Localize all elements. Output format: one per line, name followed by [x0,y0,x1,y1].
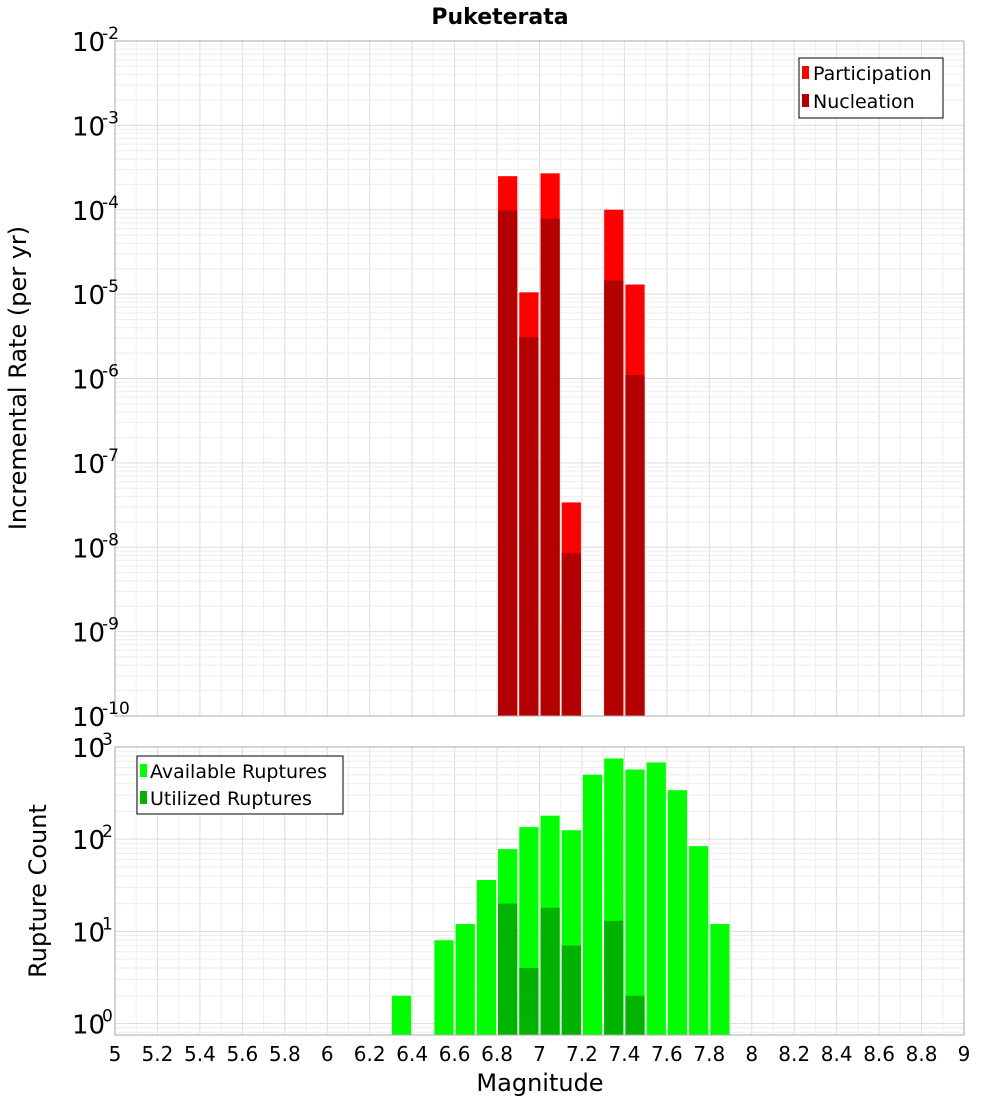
y-tick-label: 10 [72,826,105,856]
x-tick-label: 6.8 [481,1042,513,1066]
bar-nucleation [540,218,560,716]
bottom-legend-box [136,755,344,815]
y-tick-exponent: -5 [102,277,119,297]
x-tick-label: 8.4 [821,1042,853,1066]
top-y-ticks: 10-210-310-410-510-610-710-810-910-10 [72,24,130,733]
legend-label-participation: Participation [813,63,932,85]
y-tick-exponent: 2 [102,822,113,842]
x-tick-label: 6 [321,1042,334,1066]
x-tick-label: 7.8 [693,1042,725,1066]
bar-nucleation [604,280,624,716]
y-tick-label: 10 [72,366,105,396]
legend-swatch-available [140,764,147,777]
bar-available-ruptures [646,762,666,1035]
y-tick-label: 10 [72,734,105,764]
y-tick-exponent: 0 [102,1006,113,1026]
top-bars [498,173,645,716]
y-tick-exponent: -2 [102,24,119,44]
x-tick-label: 6.2 [354,1042,386,1066]
bar-utilized-ruptures [625,995,645,1035]
bottom-bars [391,758,730,1035]
x-tick-label: 5.4 [184,1042,216,1066]
x-tick-label: 8 [745,1042,758,1066]
bar-available-ruptures [582,774,603,1035]
y-tick-exponent: -8 [102,530,119,550]
y-tick-exponent: -10 [102,699,130,719]
x-axis-label: Magnitude [476,1069,603,1097]
x-tick-label: 8.8 [906,1042,938,1066]
top-y-axis-label: Incremental Rate (per yr) [4,226,32,530]
y-tick-label: 10 [72,703,105,733]
x-tick-label: 9 [958,1042,971,1066]
y-tick-label: 10 [72,197,105,227]
y-tick-exponent: -7 [102,446,119,466]
bottom-frame [114,746,965,1036]
bar-utilized-ruptures [561,945,581,1035]
bar-nucleation [625,375,645,716]
bar-available-ruptures [391,995,412,1035]
top-frame [114,40,965,717]
bar-available-ruptures [434,940,454,1035]
top-grid [114,41,965,717]
x-tick-label: 8.6 [863,1042,895,1066]
legend-swatch-utilized [140,791,147,804]
y-tick-label: 10 [72,1010,105,1040]
y-tick-label: 10 [72,534,105,564]
x-tick-label: 5.8 [269,1042,301,1066]
bar-available-ruptures [689,846,709,1035]
bar-available-ruptures [710,924,730,1035]
bar-nucleation [561,553,581,716]
x-tick-label: 8.2 [778,1042,810,1066]
y-tick-exponent: -6 [102,362,119,382]
bar-utilized-ruptures [604,920,624,1035]
y-tick-exponent: 1 [102,914,113,934]
bar-available-ruptures [625,769,645,1035]
bottom-x-ticks: 5 5.2 5.4 5.6 5.8 6 6.2 6.4 6.6 6.8 7 7.2 7.4 7.6 7.8 8… [109,1042,971,1066]
bar-available-ruptures [455,924,475,1035]
y-tick-exponent: -4 [102,193,119,213]
top-legend: Participation Nucleation [798,57,944,119]
bar-available-ruptures [476,880,497,1035]
bar-utilized-ruptures [540,907,560,1035]
x-tick-label: 7.6 [651,1042,683,1066]
x-tick-label: 7 [533,1042,546,1066]
y-tick-label: 10 [72,619,105,649]
legend-label-utilized: Utilized Ruptures [150,788,312,810]
bar-nucleation [498,210,518,716]
legend-label-nucleation: Nucleation [813,91,915,113]
legend-swatch-nucleation [802,94,809,107]
x-tick-label: 6.4 [396,1042,428,1066]
x-tick-label: 7.2 [566,1042,598,1066]
y-tick-label: 10 [72,281,105,311]
top-panel: 10-210-310-410-510-610-710-810-910-10 In… [4,24,965,733]
legend-swatch-participation [802,66,809,79]
bottom-legend: Available Ruptures Utilized Ruptures [136,755,344,815]
y-tick-exponent: 3 [102,730,113,750]
top-legend-box [798,57,944,119]
y-tick-label: 10 [72,450,105,480]
bar-available-ruptures [667,790,688,1035]
legend-label-available: Available Ruptures [150,761,327,783]
x-tick-label: 7.4 [608,1042,640,1066]
bar-nucleation [519,337,539,716]
bottom-y-axis-label: Rupture Count [24,804,52,978]
x-tick-label: 5.2 [142,1042,174,1066]
y-tick-exponent: -3 [102,108,119,128]
y-tick-label: 10 [72,28,105,58]
y-tick-label: 10 [72,918,105,948]
chart-title: Puketerata [431,5,568,30]
x-tick-label: 5.6 [226,1042,258,1066]
y-tick-exponent: -9 [102,615,119,635]
bar-utilized-ruptures [519,967,539,1035]
y-tick-label: 10 [72,112,105,142]
x-tick-label: 5 [109,1042,122,1066]
x-tick-label: 6.6 [439,1042,471,1066]
bar-utilized-ruptures [498,903,518,1035]
